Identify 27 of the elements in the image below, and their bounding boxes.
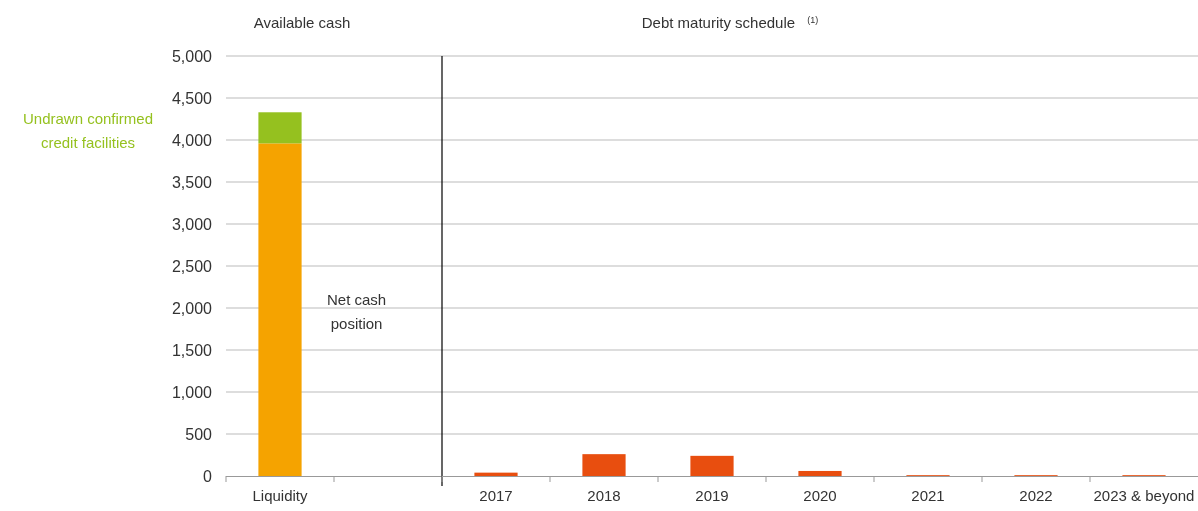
y-tick-label: 3,500 bbox=[171, 173, 213, 191]
y-tick-label: 5,000 bbox=[171, 47, 213, 65]
x-tick-label: 2017 bbox=[479, 487, 513, 504]
y-tick-label: 1,000 bbox=[171, 383, 213, 401]
y-tick-label: 4,500 bbox=[171, 89, 213, 107]
chart-title: Debt maturity schedule $^{(1)}$ bbox=[641, 14, 819, 31]
y-tick-label: 500 bbox=[185, 425, 213, 443]
x-tick-label: 2020 bbox=[803, 487, 837, 504]
bar bbox=[582, 454, 626, 476]
bar bbox=[474, 472, 518, 476]
bar bbox=[798, 470, 842, 476]
y-tick-label: 2,500 bbox=[171, 257, 213, 275]
chart-title: Available cash bbox=[253, 14, 351, 31]
y-tick-label: 0 bbox=[203, 467, 213, 485]
x-tick-label: 2023 & beyond bbox=[1093, 487, 1195, 504]
y-tick-label: 4,000 bbox=[171, 131, 213, 149]
y-tick-label: 2,000 bbox=[171, 299, 213, 317]
text: Undrawn confirmed credit facilities bbox=[22, 109, 154, 151]
x-tick-label: 2022 bbox=[1019, 487, 1053, 504]
x-tick-label: 2021 bbox=[911, 487, 945, 504]
series-label: Net cash position bbox=[327, 290, 387, 332]
y-tick-label: 3,000 bbox=[171, 215, 213, 233]
x-tick-label: 2018 bbox=[587, 487, 621, 504]
bar bbox=[690, 455, 734, 476]
x-tick-label: 2019 bbox=[695, 487, 729, 504]
y-tick-label: 1,500 bbox=[171, 341, 213, 359]
x-tick-label: Liquidity bbox=[252, 487, 309, 504]
